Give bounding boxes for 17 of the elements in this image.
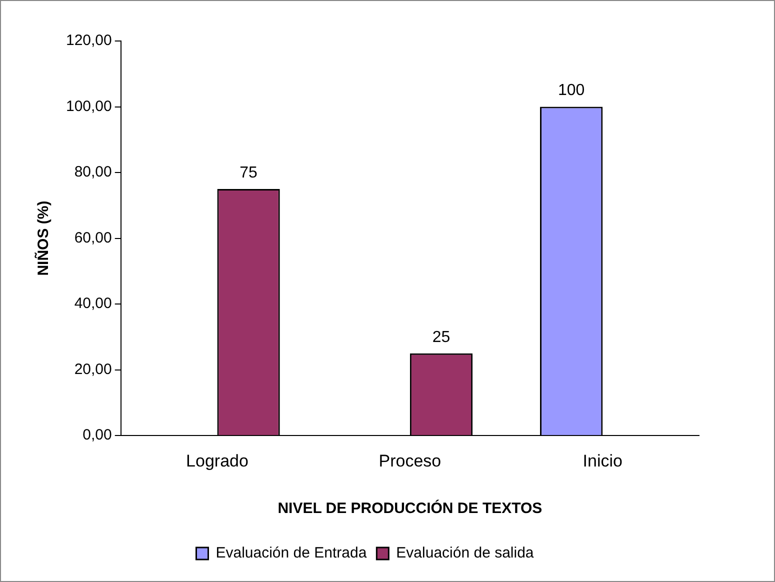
y-tick-label: 40,00	[74, 295, 112, 312]
x-tick-label: Logrado	[186, 451, 248, 470]
y-tick-label: 120,00	[66, 32, 112, 50]
y-tick-label: 60,00	[74, 229, 112, 246]
legend-label: Evaluación de salida	[396, 544, 534, 562]
y-axis-title: NIÑOS (%)	[34, 200, 52, 276]
x-tick-label: Proceso	[378, 451, 442, 470]
y-tick-label: 20,00	[74, 360, 112, 378]
x-axis-title: NIVEL DE PRODUCCIÓN DE TEXTOS	[278, 499, 542, 518]
data-label: 75	[240, 164, 258, 182]
y-tick-label: 100,00	[66, 98, 112, 115]
y-tick-label: 0,00	[82, 426, 112, 444]
legend-label: Evaluación de Entrada	[216, 544, 368, 562]
data-label: 100	[558, 82, 585, 100]
data-label: 25	[432, 328, 450, 346]
y-tick-label: 80,00	[74, 164, 112, 181]
x-tick-label: Inicio	[582, 451, 622, 470]
